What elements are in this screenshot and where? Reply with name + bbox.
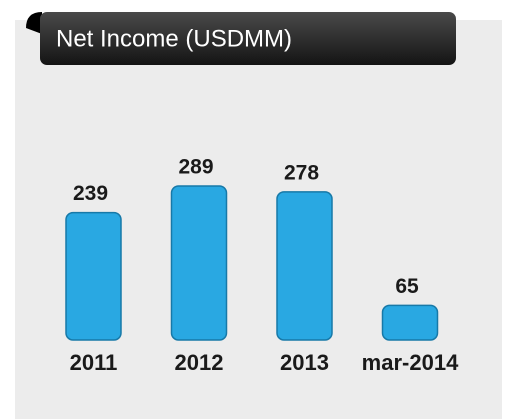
bar (65, 211, 122, 341)
x-tick-label: 2011 (70, 350, 118, 375)
chart-title: Net Income (USDMM) (56, 25, 292, 52)
value-label: 278 (284, 161, 319, 184)
bar (276, 191, 333, 341)
x-tick-label: 2013 (280, 350, 329, 375)
value-label: 239 (73, 182, 108, 205)
bar (170, 185, 228, 341)
x-tick-label: 2012 (175, 350, 224, 375)
value-label: 65 (395, 275, 419, 298)
x-tick-label: mar-2014 (362, 350, 459, 375)
banner-tab (26, 12, 42, 34)
title-banner (40, 12, 456, 65)
bar (381, 304, 439, 341)
value-label: 289 (178, 156, 213, 179)
